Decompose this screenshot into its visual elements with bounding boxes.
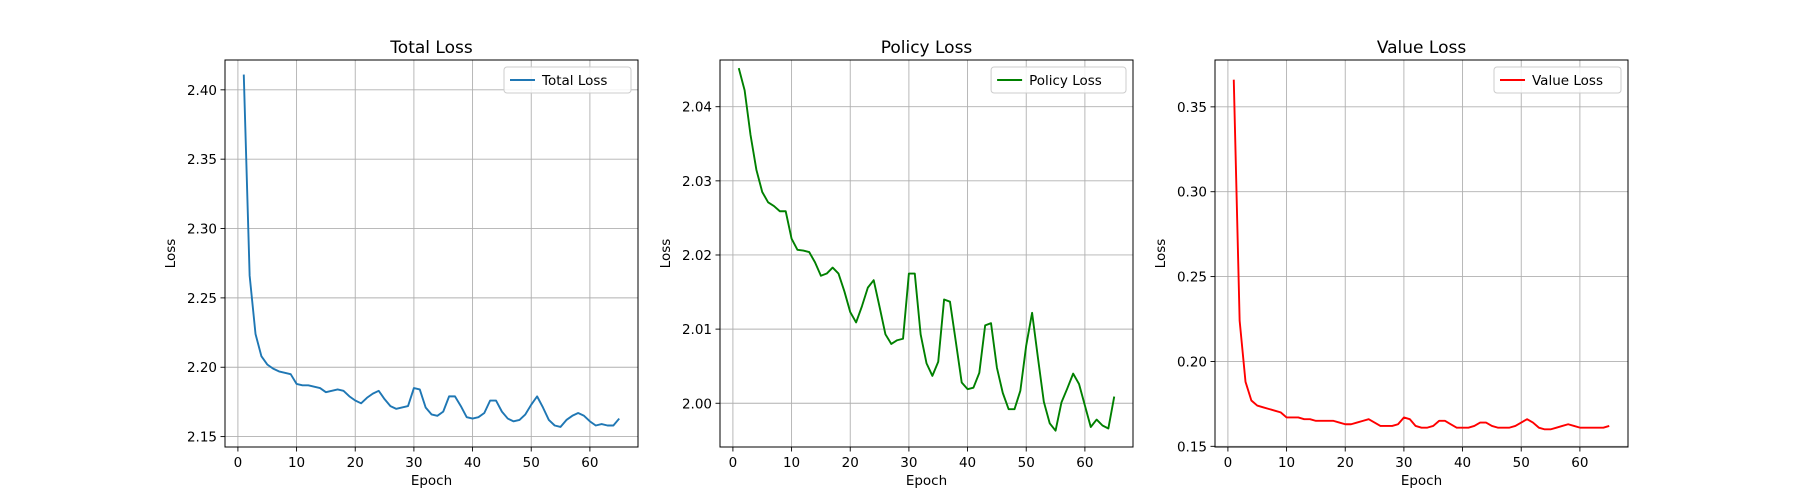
x-tick-label: 60	[1571, 455, 1588, 471]
x-tick-label: 10	[1278, 455, 1295, 471]
axes-frame	[1214, 59, 1629, 448]
y-tick-label: 2.20	[187, 360, 217, 376]
legend-box	[990, 66, 1127, 94]
x-tick-label: 40	[464, 455, 481, 471]
y-tick-label: 2.15	[187, 430, 217, 446]
legend-box	[503, 66, 632, 94]
legend-label: Value Loss	[1532, 73, 1603, 89]
y-tick-label: 2.35	[187, 152, 217, 168]
x-tick-label: 50	[1018, 455, 1035, 471]
chart-title: Total Loss	[389, 38, 473, 58]
x-tick-label: 50	[1513, 455, 1530, 471]
y-tick-label: 2.02	[682, 248, 712, 264]
x-tick-label: 60	[581, 455, 598, 471]
y-tick-label: 0.15	[1177, 439, 1207, 455]
x-tick-label: 0	[234, 455, 243, 471]
y-tick-label: 2.01	[682, 322, 712, 338]
y-tick-label: 2.04	[682, 100, 712, 116]
x-tick-label: 40	[1454, 455, 1471, 471]
chart-title: Policy Loss	[881, 38, 973, 58]
y-tick-label: 2.03	[682, 174, 712, 190]
x-tick-label: 20	[842, 455, 859, 471]
x-tick-label: 60	[1076, 455, 1093, 471]
x-tick-label: 20	[1337, 455, 1354, 471]
legend-label: Total Loss	[541, 73, 607, 89]
y-tick-label: 0.30	[1177, 185, 1207, 201]
legend-box	[1493, 66, 1622, 94]
axes-frame	[719, 59, 1134, 448]
x-tick-label: 0	[1224, 455, 1233, 471]
x-axis-label: Epoch	[1401, 473, 1442, 489]
x-axis-label: Epoch	[906, 473, 947, 489]
y-tick-label: 0.35	[1177, 100, 1207, 116]
series-line-policy-loss	[737, 67, 1116, 432]
x-tick-label: 50	[523, 455, 540, 471]
x-tick-label: 40	[959, 455, 976, 471]
legend: Value Loss	[1493, 66, 1622, 94]
legend: Policy Loss	[990, 66, 1127, 94]
y-tick-label: 2.25	[187, 291, 217, 307]
chart-panel-2: 0 10 20 30 40 50 60 0.15 0.20 0.25 0.30 0.35 Value L…	[1153, 38, 1629, 489]
x-tick-label: 10	[288, 455, 305, 471]
y-tick-label: 2.40	[187, 83, 217, 99]
chart-panel-0: 0 10 20 30 40 50 60 2.15 2.20 2.25 2.30 2.35 2.40 Tot…	[163, 38, 639, 489]
y-tick-label: 0.20	[1177, 354, 1207, 370]
x-tick-label: 30	[1395, 455, 1412, 471]
series-line-total-loss	[242, 74, 620, 428]
series-line-value-loss	[1232, 79, 1610, 431]
x-tick-label: 0	[729, 455, 738, 471]
y-tick-label: 2.00	[682, 396, 712, 412]
chart-panel-1: 0 10 20 30 40 50 60 2.00 2.01 2.02 2.03 2.04 Policy …	[658, 38, 1134, 489]
x-tick-label: 20	[347, 455, 364, 471]
y-tick-label: 0.25	[1177, 270, 1207, 286]
legend: Total Loss	[503, 66, 632, 94]
x-tick-label: 30	[405, 455, 422, 471]
y-axis-label: Loss	[1153, 239, 1169, 269]
x-tick-label: 10	[783, 455, 800, 471]
y-axis-label: Loss	[163, 239, 179, 269]
x-axis-label: Epoch	[411, 473, 452, 489]
legend-label: Policy Loss	[1029, 73, 1102, 89]
x-tick-label: 30	[900, 455, 917, 471]
y-axis-label: Loss	[658, 239, 674, 269]
y-tick-label: 2.30	[187, 222, 217, 238]
chart-title: Value Loss	[1377, 38, 1467, 58]
axes-frame	[224, 59, 639, 448]
